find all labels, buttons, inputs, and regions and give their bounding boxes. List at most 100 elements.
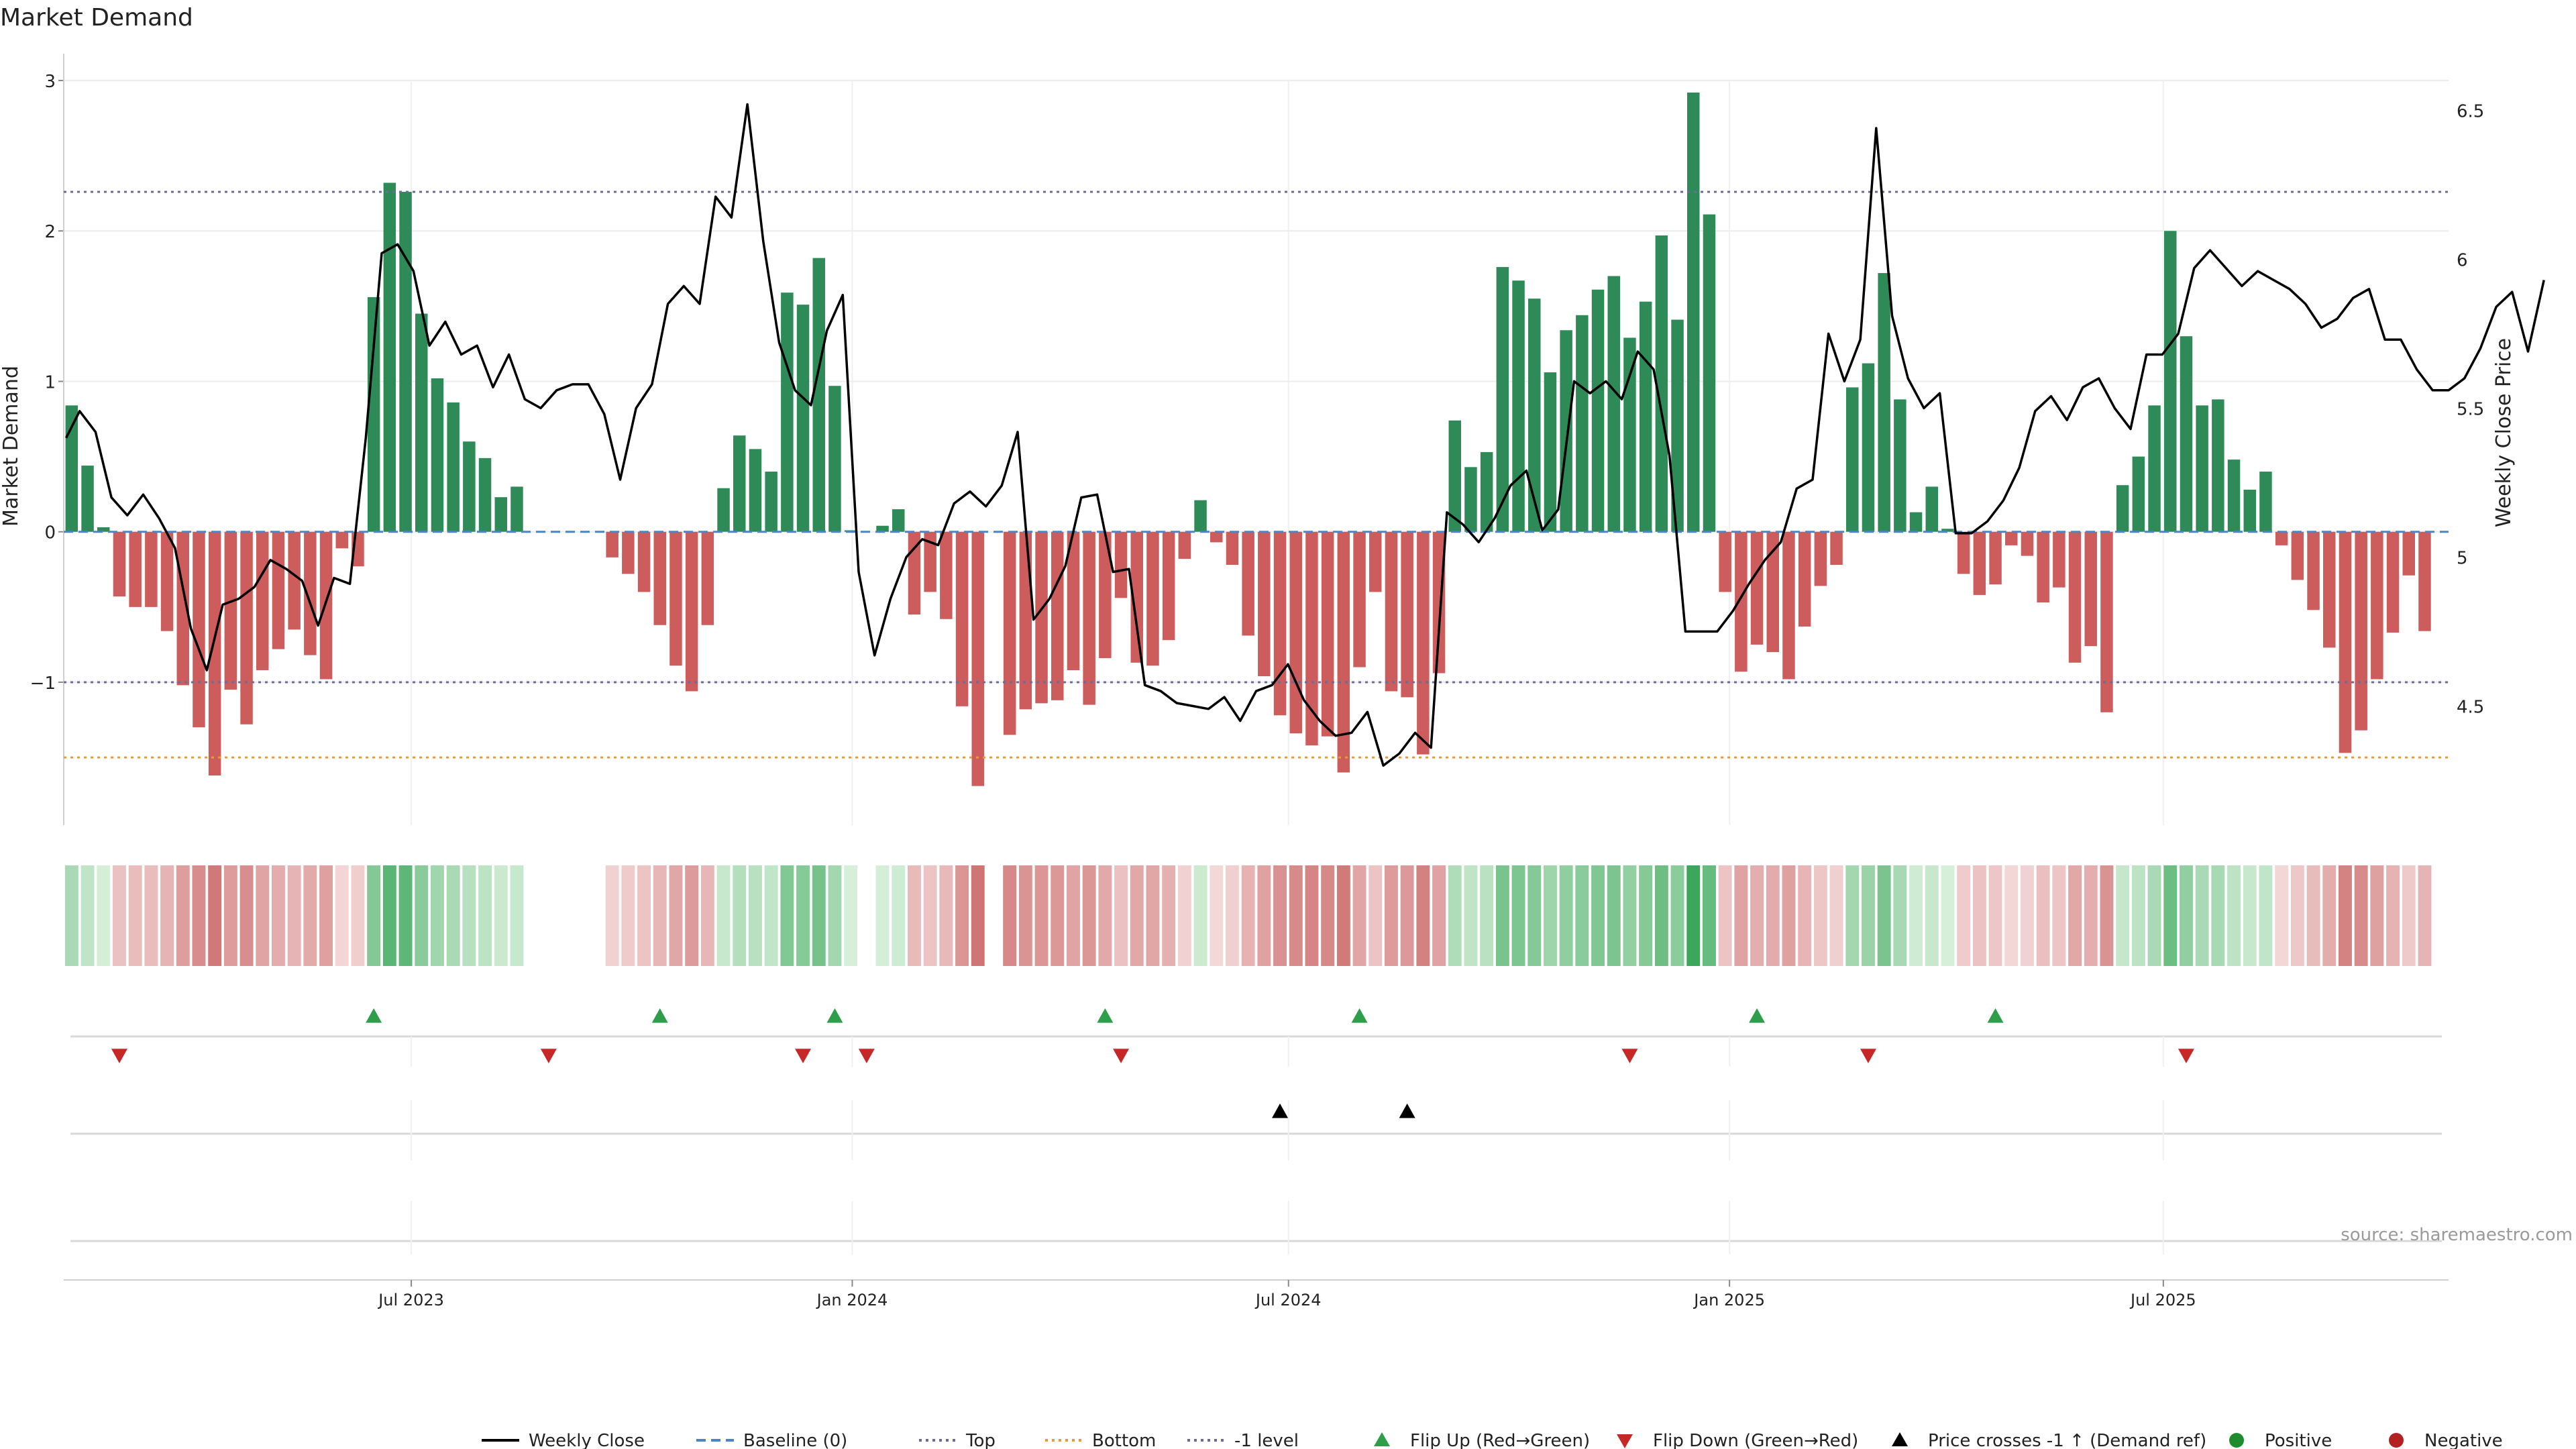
band-cell-positive	[875, 865, 890, 966]
band-cell-positive	[1654, 865, 1668, 966]
band-cell-positive	[796, 865, 810, 966]
demand-bar-negative	[224, 531, 237, 690]
band-cell-negative	[1813, 865, 1827, 966]
demand-bar-positive	[1528, 299, 1541, 532]
legend-item: Weekly Close	[482, 1431, 645, 1449]
demand-bar-positive	[812, 258, 825, 532]
legend-item: Top	[919, 1431, 996, 1449]
band-cell-negative	[955, 865, 969, 966]
demand-bar-negative	[1003, 531, 1016, 735]
band-cell-negative	[1051, 865, 1065, 966]
band-cell-positive	[2131, 865, 2145, 966]
band-cell-positive	[780, 865, 794, 966]
band-cell-negative	[1146, 865, 1160, 966]
band-cell-negative	[2290, 865, 2304, 966]
chart-title: Market Demand	[0, 4, 193, 32]
flip-down-marker	[2178, 1049, 2194, 1063]
demand-bar-positive	[2180, 336, 2193, 532]
band-cell-negative	[1368, 865, 1383, 966]
demand-bar-positive	[717, 488, 730, 532]
demand-bar-negative	[2307, 531, 2320, 610]
demand-bar-negative	[1766, 531, 1779, 653]
demand-bar-negative	[272, 531, 285, 649]
band-cell-positive	[1448, 865, 1462, 966]
band-cell-negative	[1241, 865, 1255, 966]
band-cell-negative	[1988, 865, 2002, 966]
demand-bar-positive	[1925, 486, 1938, 532]
y-tick-label: 2	[44, 222, 56, 242]
band-cell-negative	[319, 865, 333, 966]
band-cell-positive	[430, 865, 444, 966]
band-cell-positive	[1639, 865, 1653, 966]
band-cell-negative	[1416, 865, 1430, 966]
legend-swatch	[1892, 1432, 1908, 1446]
demand-bar-positive	[1576, 315, 1589, 532]
demand-bar-positive	[1941, 529, 1954, 532]
band-cell-positive	[1527, 865, 1542, 966]
band-cell-positive	[844, 865, 858, 966]
legend-label: -1 level	[1234, 1431, 1299, 1449]
flip-down-marker	[1621, 1049, 1638, 1063]
demand-bar-negative	[1258, 531, 1271, 676]
band-cell-negative	[1432, 865, 1446, 966]
band-cell-negative	[1336, 865, 1350, 966]
band-cell-negative	[2418, 865, 2432, 966]
band-cell-negative	[1400, 865, 1414, 966]
band-cell-negative	[700, 865, 714, 966]
demand-bar-negative	[2418, 531, 2431, 631]
band-cell-negative	[1066, 865, 1080, 966]
band-cell-negative	[335, 865, 349, 966]
demand-bar-positive	[2132, 456, 2145, 532]
demand-bar-negative	[685, 531, 698, 692]
demand-bar-positive	[781, 292, 794, 532]
band-cell-negative	[1034, 865, 1049, 966]
demand-bar-negative	[940, 531, 953, 619]
demand-bar-negative	[1385, 531, 1398, 692]
demand-bar-negative	[129, 531, 142, 607]
band-cell-negative	[1750, 865, 1764, 966]
y-tick-label: 1	[44, 372, 56, 392]
band-cell-negative	[1972, 865, 1986, 966]
band-cell-negative	[2275, 865, 2289, 966]
legend-item: Flip Down (Green→Red)	[1617, 1431, 1858, 1449]
band-cell-negative	[160, 865, 174, 966]
legend-item: Flip Up (Red→Green)	[1374, 1431, 1590, 1449]
demand-bar-positive	[1687, 92, 1700, 532]
band-cell-positive	[2243, 865, 2257, 966]
y-tick-label: 3	[44, 72, 56, 92]
demand-bar-positive	[1909, 512, 1923, 532]
band-cell-positive	[382, 865, 396, 966]
band-cell-positive	[1480, 865, 1494, 966]
demand-bar-positive	[399, 191, 412, 532]
demand-bar-negative	[1830, 531, 1843, 566]
band-cell-positive	[1591, 865, 1605, 966]
demand-bar-negative	[1146, 531, 1159, 666]
band-cell-negative	[239, 865, 254, 966]
flip-up-marker	[651, 1008, 668, 1023]
band-cell-negative	[2036, 865, 2050, 966]
legend-label: Price crosses -1 ↑ (Demand ref)	[1928, 1431, 2206, 1449]
band-cell-positive	[1495, 865, 1509, 966]
band-cell-negative	[1114, 865, 1128, 966]
band-cell-positive	[80, 865, 95, 966]
band-cell-positive	[462, 865, 476, 966]
band-cell-negative	[2386, 865, 2400, 966]
band-cell-negative	[208, 865, 222, 966]
band-cell-negative	[2004, 865, 2019, 966]
band-cell-positive	[764, 865, 778, 966]
band-cell-positive	[828, 865, 842, 966]
y2-axis-label: Weekly Close Price	[2492, 338, 2516, 527]
demand-bar-positive	[1846, 387, 1859, 532]
demand-bar-negative	[288, 531, 301, 630]
demand-bar-positive	[478, 458, 492, 532]
demand-bar-negative	[1798, 531, 1811, 627]
demand-bar-negative	[256, 531, 269, 671]
band-cell-negative	[1273, 865, 1287, 966]
band-cell-negative	[1829, 865, 1843, 966]
band-cell-positive	[1909, 865, 1923, 966]
demand-bar-negative	[924, 531, 936, 592]
flip-down-marker	[858, 1049, 875, 1063]
demand-bar-negative	[1051, 531, 1064, 700]
legend-swatch	[2389, 1433, 2404, 1448]
